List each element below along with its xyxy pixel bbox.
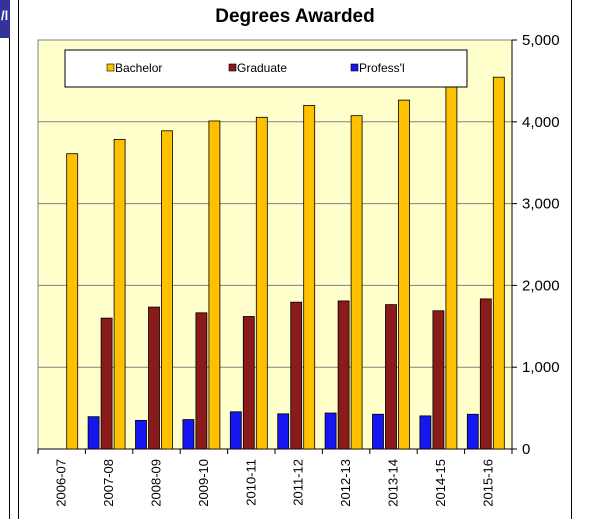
x-tick-label: 2008-09 <box>149 459 164 507</box>
bar-professl-2008-09 <box>135 419 147 450</box>
bar-graduate-2013-14 <box>385 304 397 450</box>
legend-label-professl: Profess'l <box>359 61 405 75</box>
x-tick-label: 2014-15 <box>433 459 448 507</box>
bar-graduate-2015-16 <box>479 298 492 450</box>
bar-professl-2009-10 <box>182 419 195 450</box>
bar-graduate-2011-12 <box>290 301 303 450</box>
left-panel-edge: /l <box>0 0 10 519</box>
bar-bachelor-2014-15 <box>445 82 458 450</box>
bar-bachelor-2006-07 <box>66 153 79 450</box>
chart-frame <box>18 0 572 519</box>
x-tick-label: 2015-16 <box>480 459 495 507</box>
legend-label-graduate: Graduate <box>237 61 287 75</box>
bar-graduate-2008-09 <box>148 306 160 450</box>
x-tick-label: 2011-12 <box>291 459 306 506</box>
legend-label-bachelor: Bachelor <box>115 61 162 75</box>
bar-professl-2014-15 <box>419 415 432 450</box>
bar-bachelor-2007-08 <box>113 138 126 450</box>
bar-bachelor-2010-11 <box>255 116 268 450</box>
legend-swatch-professl <box>350 63 359 72</box>
bar-bachelor-2012-13 <box>350 115 363 450</box>
y-tick-label: 0 <box>522 441 530 458</box>
bar-graduate-2014-15 <box>432 310 445 450</box>
x-tick-label: 2006-07 <box>54 459 69 507</box>
bar-professl-2015-16 <box>466 413 479 450</box>
y-tick-label: 1,000 <box>522 359 560 376</box>
chart-title: Degrees Awarded <box>215 6 375 27</box>
legend-swatch-graduate <box>228 63 237 72</box>
y-tick-label: 2,000 <box>522 277 560 294</box>
x-tick-label: 2007-08 <box>101 459 116 507</box>
left-panel-header: /l <box>0 0 10 38</box>
bar-professl-2012-13 <box>324 412 337 450</box>
bar-graduate-2009-10 <box>195 312 208 450</box>
left-panel-header-label: /l <box>1 8 9 23</box>
left-panel-border <box>9 38 10 519</box>
bar-graduate-2012-13 <box>337 300 350 450</box>
y-tick-label: 3,000 <box>522 196 560 213</box>
y-tick-label: 5,000 <box>522 32 560 49</box>
x-tick-label: 2013-14 <box>386 459 401 507</box>
x-tick-label: 2010-11 <box>243 459 258 506</box>
bar-professl-2010-11 <box>229 411 242 450</box>
legend-swatch-bachelor <box>106 63 115 72</box>
bar-bachelor-2013-14 <box>398 99 410 450</box>
x-tick-label: 2012-13 <box>338 459 353 507</box>
y-tick-label: 4,000 <box>522 114 560 131</box>
bar-bachelor-2008-09 <box>161 130 173 450</box>
bar-professl-2007-08 <box>87 416 100 450</box>
bar-professl-2011-12 <box>277 413 290 450</box>
bar-bachelor-2009-10 <box>208 120 221 450</box>
bar-graduate-2007-08 <box>100 317 113 450</box>
legend-box <box>64 49 468 88</box>
bar-bachelor-2015-16 <box>492 76 505 450</box>
x-tick-label: 2009-10 <box>196 459 211 507</box>
bar-graduate-2010-11 <box>242 316 255 450</box>
bar-professl-2013-14 <box>372 413 384 450</box>
bar-bachelor-2011-12 <box>303 105 316 450</box>
